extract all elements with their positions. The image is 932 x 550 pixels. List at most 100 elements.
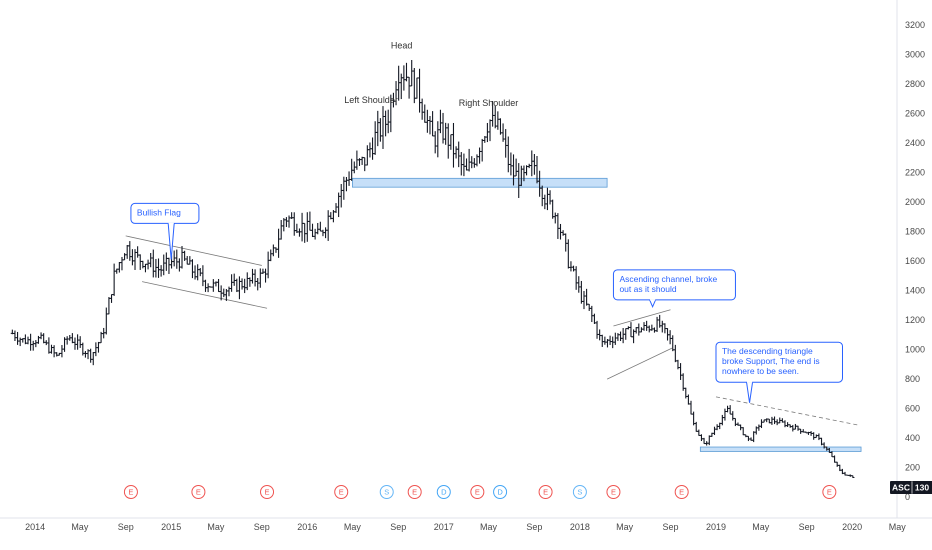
ohlc-bar <box>78 336 82 348</box>
ohlc-bar <box>699 434 704 442</box>
ohlc-bar <box>485 122 490 143</box>
ohlc-bar <box>402 65 406 91</box>
event-marker[interactable]: E <box>822 485 837 499</box>
ohlc-bar <box>339 183 343 208</box>
price-tick-label: 2000 <box>905 197 925 207</box>
event-letter: E <box>827 488 832 497</box>
ohlc-bar <box>686 394 690 405</box>
time-tick-label: 2018 <box>570 522 590 532</box>
event-marker[interactable]: E <box>123 485 138 499</box>
ohlc-bar <box>65 336 69 345</box>
ohlc-bar <box>237 276 242 300</box>
callout-box <box>130 202 200 224</box>
ohlc-bar <box>603 336 607 345</box>
ohlc-bar <box>240 278 244 290</box>
ohlc-bar <box>130 249 135 266</box>
ohlc-bar <box>553 212 557 224</box>
ohlc-bar <box>313 228 317 240</box>
event-marker[interactable]: S <box>379 485 394 499</box>
ohlc-bar <box>175 249 179 269</box>
ohlc-bar <box>141 260 145 269</box>
ohlc-bar <box>506 136 510 173</box>
trend-line <box>125 235 262 266</box>
ohlc-bar <box>248 277 252 287</box>
event-marker[interactable]: D <box>436 485 451 499</box>
ohlc-bar <box>109 294 114 303</box>
ohlc-bar <box>55 352 59 357</box>
ohlc-bar <box>582 290 586 310</box>
event-letter: E <box>265 488 270 497</box>
ohlc-bar <box>120 256 124 271</box>
ohlc-bar <box>438 109 443 134</box>
ohlc-bar <box>156 258 161 278</box>
ohlc-bar <box>459 152 463 176</box>
ohlc-bar <box>830 451 834 458</box>
ohlc-bar <box>39 332 43 340</box>
callout[interactable]: Bullish Flag <box>130 202 200 260</box>
event-marker[interactable]: E <box>470 485 485 499</box>
ohlc-bar <box>759 419 764 429</box>
ohlc-bar <box>639 327 644 333</box>
pattern-label: Right Shoulder <box>459 98 519 108</box>
ohlc-bar <box>316 222 320 235</box>
price-tick-label: 800 <box>905 374 920 384</box>
ohlc-bar <box>817 433 821 441</box>
ohlc-bar <box>104 307 108 335</box>
event-marker[interactable]: E <box>334 485 349 499</box>
price-tick-label: 2200 <box>905 167 925 177</box>
ohlc-bar <box>433 131 437 154</box>
price-axis[interactable]: 3200300028002600240022002000180016001400… <box>905 20 925 502</box>
ohlc-bar <box>164 252 168 271</box>
ohlc-bar <box>167 257 171 274</box>
ohlc-bar <box>608 335 612 345</box>
ohlc-bar <box>404 62 409 82</box>
event-marker[interactable]: S <box>572 485 587 499</box>
callout-pointer <box>649 299 657 309</box>
ohlc-bar <box>263 268 268 283</box>
ohlc-bar <box>530 150 534 177</box>
ohlc-bar <box>488 119 492 142</box>
ohlc-bar <box>558 223 563 240</box>
ohlc-bar <box>457 141 461 168</box>
time-tick-label: May <box>207 522 225 532</box>
event-marker[interactable]: E <box>260 485 275 499</box>
ohlc-bar <box>707 435 711 446</box>
event-marker[interactable]: E <box>606 485 621 499</box>
ohlc-bar <box>543 194 547 210</box>
price-tick-label: 0 <box>905 492 910 502</box>
event-marker[interactable]: E <box>538 485 553 499</box>
ohlc-bar <box>300 212 304 242</box>
ohlc-bar <box>851 475 855 478</box>
event-marker[interactable]: E <box>407 485 422 499</box>
ohlc-bar <box>310 223 315 238</box>
time-axis[interactable]: 2014 May Sep 2015 May Sep 2016 May Sep 2017 May Sep… <box>25 522 906 532</box>
ohlc-bar <box>266 251 270 279</box>
ohlc-bar <box>423 104 427 123</box>
event-marker[interactable]: E <box>674 485 689 499</box>
last-price-symbol-badge <box>890 481 912 494</box>
callout-text: Bullish Flag <box>137 207 181 217</box>
ohlc-bar <box>60 345 64 358</box>
event-letter: D <box>441 488 447 497</box>
ohlc-bar <box>305 212 309 242</box>
ohlc-bar <box>545 187 550 211</box>
ohlc-bar <box>770 416 774 425</box>
ohlc-bar <box>733 417 737 427</box>
ohlc-bar <box>725 405 730 413</box>
ohlc-bar <box>652 327 657 333</box>
ohlc-bar <box>712 426 717 436</box>
ohlc-bar <box>138 254 142 270</box>
time-tick-label: 2020 <box>842 522 862 532</box>
event-marker[interactable]: D <box>493 485 508 499</box>
price-tick-label: 3200 <box>905 20 925 30</box>
ohlc-bar <box>232 273 236 286</box>
ohlc-bar <box>162 254 166 276</box>
ohlc-bar <box>117 261 121 273</box>
trend-lines <box>125 235 858 426</box>
ohlc-bar <box>417 68 422 113</box>
event-marker[interactable]: E <box>191 485 206 499</box>
